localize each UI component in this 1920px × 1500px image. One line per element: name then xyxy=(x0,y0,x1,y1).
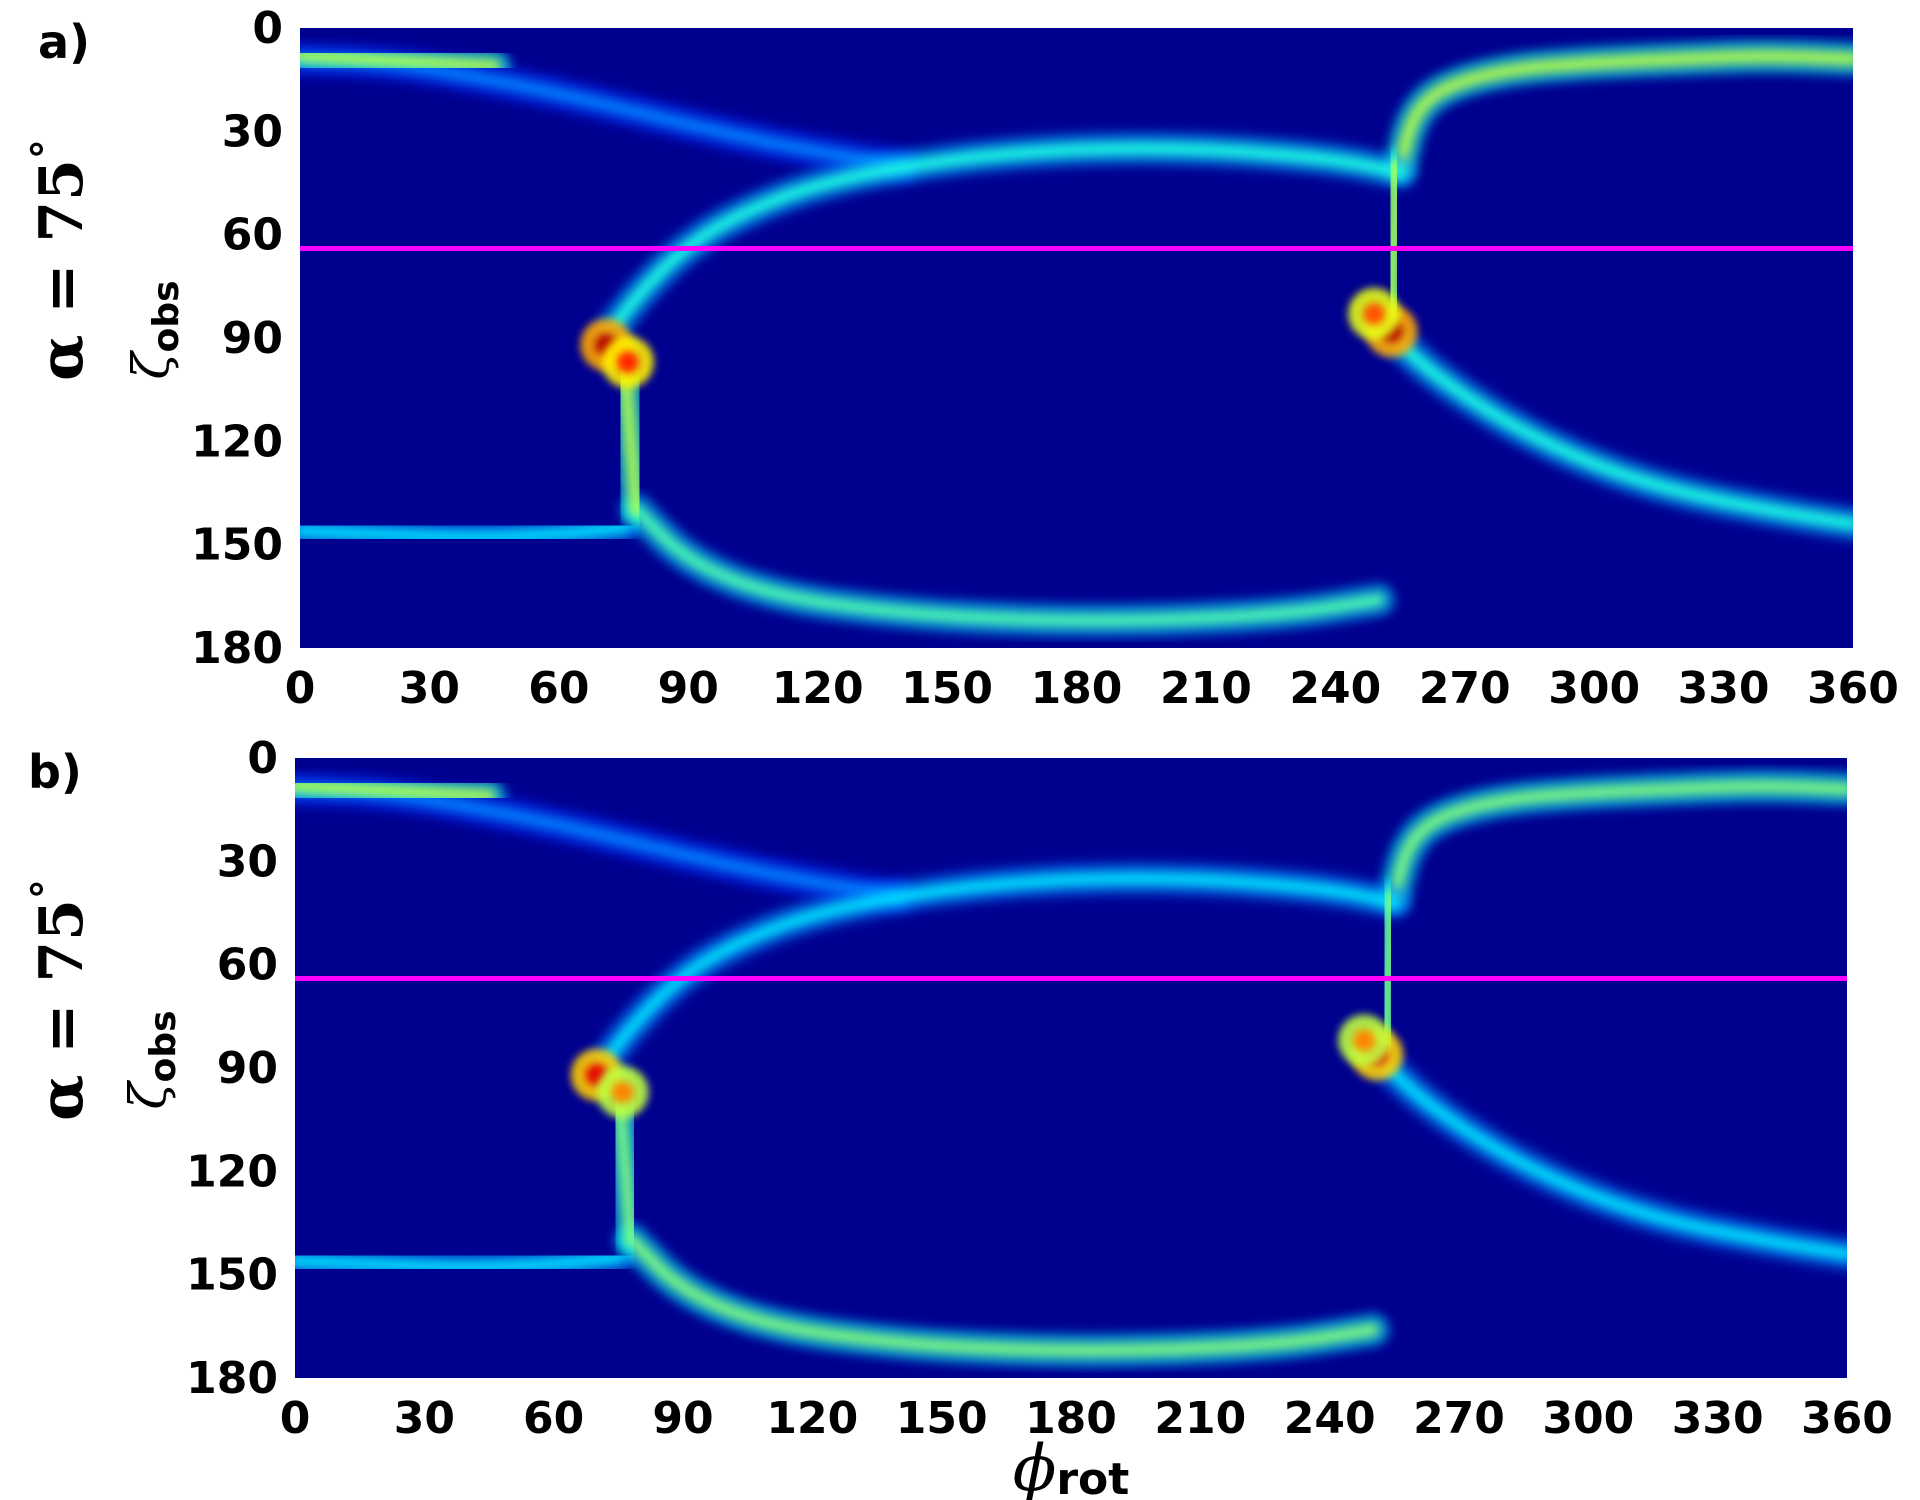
x-tick-label: 270 xyxy=(1419,663,1511,714)
y-tick-label: 120 xyxy=(186,1146,278,1197)
panel-a-alpha-degree: ° xyxy=(23,139,70,159)
heatmap-band-arc-upper-left xyxy=(603,141,1408,339)
y-tick-label: 90 xyxy=(217,1043,278,1094)
x-tick-label: 330 xyxy=(1672,1393,1764,1444)
heatmap-band-arc-bottom xyxy=(629,503,1386,628)
x-tick-label: 60 xyxy=(523,1393,584,1444)
heatmap-band-arc-top-right xyxy=(1393,49,1853,173)
x-tick-label: 210 xyxy=(1160,663,1252,714)
panel-b-xlabel-sub: rot xyxy=(1056,1454,1129,1500)
y-tick-label: 150 xyxy=(191,520,283,571)
heatmap-band-arc-top-right xyxy=(1387,779,1847,903)
y-tick-label: 150 xyxy=(186,1250,278,1301)
x-tick-label: 360 xyxy=(1801,1393,1893,1444)
x-tick-label: 210 xyxy=(1154,1393,1246,1444)
x-tick-label: 120 xyxy=(766,1393,858,1444)
heatmap-band-arc-lower-left xyxy=(295,1250,626,1274)
panel-a-plot-bg xyxy=(300,28,1853,648)
panel-a-alpha-label: α = 75° xyxy=(23,139,97,381)
heatmap-hotspot xyxy=(616,351,639,374)
x-tick-label: 270 xyxy=(1413,1393,1505,1444)
panel-b-ylabel-main: ζ xyxy=(119,1080,177,1110)
panel-a-ylabel-sub: obs xyxy=(146,280,187,352)
heatmap-band-arc-lower-right xyxy=(1380,324,1853,531)
heatmap-hotspot xyxy=(1353,1029,1376,1052)
y-tick-label: 60 xyxy=(222,210,283,261)
x-tick-label: 240 xyxy=(1284,1393,1376,1444)
x-tick-label: 360 xyxy=(1807,663,1899,714)
x-tick-label: 0 xyxy=(280,1393,311,1444)
svg-text:α = 75°: α = 75° xyxy=(23,139,97,381)
x-tick-label: 240 xyxy=(1289,663,1381,714)
y-tick-label: 30 xyxy=(217,836,278,887)
x-tick-label: 300 xyxy=(1548,663,1640,714)
svg-text:ζobs: ζobs xyxy=(122,280,187,379)
heatmap-band-arc-bottom xyxy=(624,1233,1380,1358)
x-tick-label: 90 xyxy=(652,1393,713,1444)
y-tick-label: 60 xyxy=(217,940,278,991)
heatmap-hotspot xyxy=(611,1081,634,1104)
y-tick-label: 180 xyxy=(186,1353,278,1404)
panel-a-heatmap-hotspots xyxy=(580,287,1418,389)
heatmap-band-arc-lower-left xyxy=(300,520,631,544)
heatmap-band-bar-right xyxy=(1384,158,1403,328)
x-tick-label: 180 xyxy=(1025,1393,1117,1444)
y-tick-label: 180 xyxy=(191,623,283,674)
x-tick-label: 90 xyxy=(658,663,719,714)
x-tick-label: 30 xyxy=(399,663,460,714)
panel-a-yticks: 0 30 60 90 120 150 180 xyxy=(191,3,283,674)
panel-a-ylabel-main: ζ xyxy=(122,350,180,380)
x-tick-label: 300 xyxy=(1542,1393,1634,1444)
panel-a-alpha-text: α = 75 xyxy=(27,159,97,381)
heatmap-band-arc-upper-left xyxy=(598,871,1402,1069)
y-tick-label: 90 xyxy=(222,313,283,364)
y-tick-label: 30 xyxy=(222,106,283,157)
x-tick-label: 150 xyxy=(896,1393,988,1444)
panel-b-alpha-text: α = 75 xyxy=(27,899,97,1121)
panel-b: b) α = 75° ζobs 0 30 60 90 120 150 180 0 30 60 90… xyxy=(23,733,1893,1500)
heatmap-band-arc-top-edge xyxy=(295,778,496,803)
x-tick-label: 180 xyxy=(1031,663,1123,714)
y-tick-label: 120 xyxy=(191,416,283,467)
panel-a: a) α = 75° ζobs 0 30 60 90 120 150 180 0 30 60 90… xyxy=(23,3,1899,714)
panel-b-alpha-degree: ° xyxy=(23,879,70,899)
panel-b-heatmap-bands xyxy=(295,768,1847,1368)
panel-b-label: b) xyxy=(28,745,82,799)
panel-b-xlabel: ϕrot xyxy=(1013,1432,1130,1500)
x-tick-label: 330 xyxy=(1678,663,1770,714)
svg-text:α = 75°: α = 75° xyxy=(23,879,97,1121)
x-tick-label: 0 xyxy=(285,663,316,714)
x-tick-label: 150 xyxy=(901,663,993,714)
panel-b-ylabel: ζobs xyxy=(119,1010,184,1109)
heatmap-band-arc-top-edge xyxy=(300,48,502,73)
svg-text:ζobs: ζobs xyxy=(119,1010,184,1109)
y-tick-label: 0 xyxy=(247,733,278,784)
panel-b-alpha-label: α = 75° xyxy=(23,879,97,1121)
y-tick-label: 0 xyxy=(252,3,283,54)
panel-a-heatmap-bands xyxy=(300,38,1853,638)
panel-a-ylabel: ζobs xyxy=(122,280,187,379)
panel-b-yticks: 0 30 60 90 120 150 180 xyxy=(186,733,278,1404)
panel-b-xticks: 0 30 60 90 120 150 180 210 240 270 300 330 360 xyxy=(280,1393,1893,1444)
panel-b-heatmap-hotspots xyxy=(570,1014,1404,1119)
panel-b-ylabel-sub: obs xyxy=(143,1010,184,1082)
x-tick-label: 120 xyxy=(772,663,864,714)
x-tick-label: 60 xyxy=(528,663,589,714)
heatmap-band-arc-lower-right xyxy=(1374,1054,1847,1261)
panel-a-label: a) xyxy=(38,15,90,69)
heatmap-hotspot xyxy=(1363,302,1386,325)
panel-b-plot-bg xyxy=(295,758,1847,1378)
x-tick-label: 30 xyxy=(394,1393,455,1444)
heatmap-band-bar-right xyxy=(1378,888,1398,1058)
panel-b-xlabel-main: ϕ xyxy=(1013,1432,1057,1500)
panel-a-xticks: 0 30 60 90 120 150 180 210 240 270 300 330 360 xyxy=(285,663,1899,714)
